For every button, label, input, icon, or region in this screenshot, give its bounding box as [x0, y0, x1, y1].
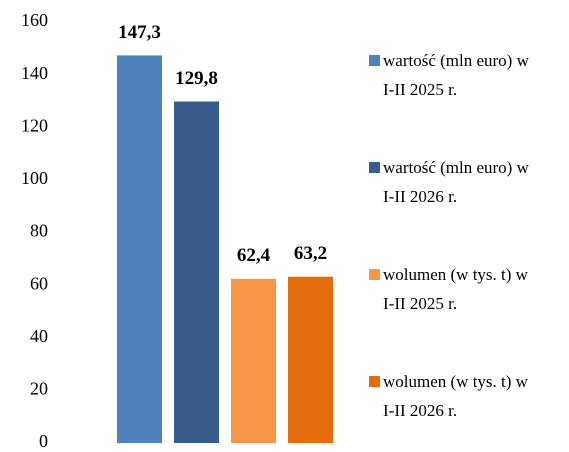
legend-swatch: [369, 162, 380, 173]
bar: [288, 276, 333, 443]
data-label: 62,4: [237, 245, 271, 266]
legend-swatch: [369, 269, 380, 280]
data-label: 63,2: [294, 243, 327, 264]
y-tick-label: 160: [21, 10, 48, 30]
data-label: 129,8: [175, 68, 218, 89]
y-tick-label: 40: [30, 326, 48, 346]
y-tick-label: 20: [30, 379, 48, 399]
data-label: 147,3: [118, 22, 161, 43]
legend-entry: wartość (mln euro) w I-II 2026 r.: [369, 153, 531, 211]
bar: [174, 101, 219, 444]
legend-swatch: [369, 376, 380, 387]
y-tick-label: 0: [39, 431, 48, 451]
y-tick-label: 120: [21, 115, 48, 135]
y-tick-label: 80: [30, 221, 48, 241]
y-tick-label: 100: [21, 168, 48, 188]
y-tick-label: 60: [30, 273, 48, 293]
legend-swatch: [369, 55, 380, 66]
y-tick-label: 140: [21, 63, 48, 83]
legend-label: wolumen (w tys. t) w I-II 2026 r.: [383, 372, 528, 420]
legend-label: wolumen (w tys. t) w I-II 2025 r.: [383, 265, 528, 313]
bar: [117, 55, 162, 444]
legend-entry: wolumen (w tys. t) w I-II 2026 r.: [369, 367, 531, 425]
legend-entry: wartość (mln euro) w I-II 2025 r.: [369, 46, 531, 104]
legend-label: wartość (mln euro) w I-II 2026 r.: [383, 158, 529, 206]
legend-entry: wolumen (w tys. t) w I-II 2025 r.: [369, 260, 531, 318]
legend-label: wartość (mln euro) w I-II 2025 r.: [383, 51, 529, 99]
bar: [231, 278, 276, 443]
